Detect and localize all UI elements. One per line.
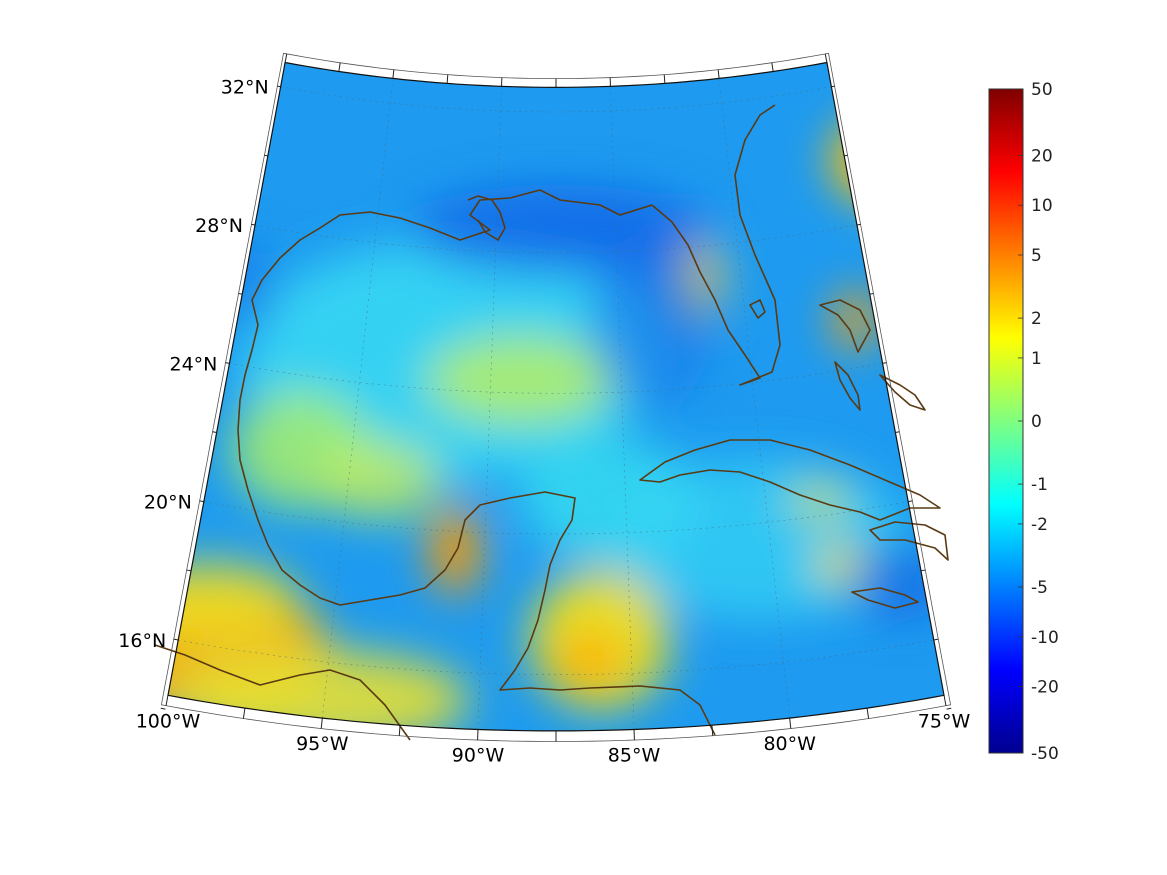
frame-tick [186,569,192,572]
frame-tick [866,708,870,719]
map-area: 100°W 95°W 90°W 85°W 80°W 75°W 16°N 20°N 24°N 28… [118,52,971,767]
latitude-labels: 16°N 20°N 24°N 28°N 32°N [118,77,268,652]
latitude-tick-label: 16°N [118,630,166,652]
frame-tick [908,500,913,503]
colorbar-scale [989,89,1023,753]
map-frame [167,61,945,732]
frame-tick [943,695,947,706]
colorbar-tick-label: 1 [1031,349,1042,369]
longitude-tick-label: 100°W [136,710,201,732]
frame-tick [920,569,926,572]
parallel-line [229,362,883,394]
frame-tick [392,69,395,79]
latitude-tick-label: 24°N [170,353,218,375]
colorbar-tick-label: -10 [1031,628,1059,648]
frame-tick [856,223,861,226]
frame-tick [160,707,166,710]
parallel-line [178,639,934,676]
frame-tick [199,500,204,503]
frame-tick [717,69,720,79]
frame-tick [225,362,230,364]
frame-tick [844,154,848,157]
colorbar-tick-label: 10 [1031,196,1053,216]
hispaniola-coastline [869,521,949,561]
colorbar-tick-label: -5 [1031,578,1048,598]
frame-tick [320,718,323,729]
gulf-coastline [237,189,716,736]
cuba-coastline [639,439,941,521]
frame-tick [831,85,835,88]
longitude-labels: 100°W 95°W 90°W 85°W 80°W 75°W [136,710,971,766]
delta-detail [467,195,506,241]
central-america-coastline [154,644,411,741]
colorbar-tick-label: -1 [1031,475,1048,495]
colorbar-tick-label: -50 [1031,744,1059,764]
map-frame-outer [160,52,952,742]
frame-tick [882,362,887,364]
colorbar-tick-label: 5 [1031,246,1042,266]
frame-tick [895,431,900,433]
coastlines [154,104,949,741]
parallel-line [203,501,909,535]
frame-tick [824,53,828,63]
frame-tick [869,293,874,295]
jamaica-coastline [851,587,919,609]
longitude-tick-label: 80°W [763,733,816,755]
frame-tick [212,431,217,433]
graticule [178,78,934,730]
parallel-line [280,86,832,113]
bahamas-coastline [819,299,926,411]
frame-tick [173,638,179,641]
frame-tick [711,725,714,736]
frame-ticks [160,53,952,742]
frame-tick [238,293,243,295]
frame-tick [242,708,246,719]
frame-tick [264,154,268,157]
longitude-tick-label: 85°W [608,745,661,767]
frame-tick [933,638,939,641]
frame-tick [251,223,256,226]
longitude-tick-label: 75°W [918,710,971,732]
frame-tick [446,74,449,84]
frame-tick [771,62,774,72]
lake-okeechobee [749,299,766,319]
longitude-tick-label: 95°W [296,733,349,755]
frame-tick [165,695,169,706]
colorbar-tick-label: -20 [1031,678,1059,698]
colorbar-tick-label: 0 [1031,412,1042,432]
colorbar-tick-label: 2 [1031,309,1042,329]
colorbar-tick-label: 50 [1031,80,1053,100]
frame-tick [398,725,401,736]
frame-tick [789,718,792,729]
frame-tick [663,74,666,84]
latitude-tick-label: 28°N [195,215,243,237]
frame-tick [277,85,281,88]
colorbar-tick-label: 20 [1031,146,1053,166]
parallel-line [254,224,858,254]
frame-tick [284,53,288,63]
latitude-tick-label: 20°N [144,492,192,514]
frame-tick [946,707,952,710]
longitude-tick-label: 90°W [452,745,505,767]
frame-tick [338,62,341,72]
latitude-tick-label: 32°N [221,77,269,99]
field-layer [168,62,944,731]
florida-coastline [651,104,781,386]
colorbar-tick-label: -2 [1031,515,1048,535]
